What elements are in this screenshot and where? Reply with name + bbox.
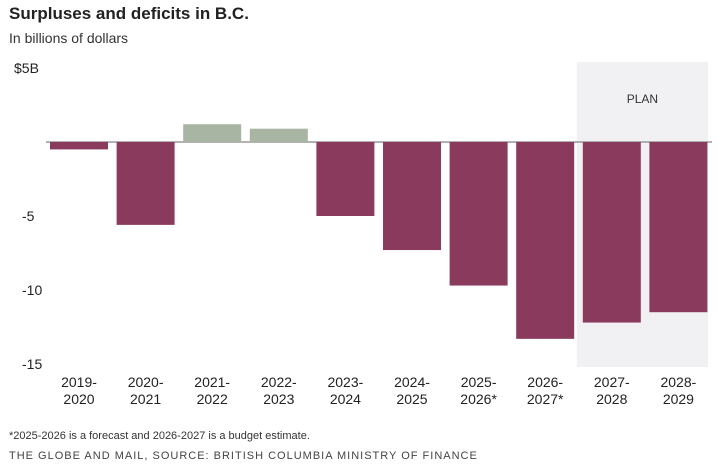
footnote: *2025-2026 is a forecast and 2026-2027 i… [9, 430, 310, 442]
y-tick-label: -10 [22, 282, 42, 298]
x-tick-label: 2023 [263, 391, 294, 407]
x-tick-label: 2023- [327, 374, 363, 390]
bar [183, 124, 242, 142]
x-tick-label: 2021 [130, 391, 161, 407]
x-tick-label: 2021- [194, 374, 230, 390]
plan-label: PLAN [627, 92, 658, 106]
x-tick-label: 2026* [460, 391, 497, 407]
x-tick-label: 2020- [128, 374, 164, 390]
y-tick-label: -15 [22, 356, 42, 372]
bar [449, 142, 508, 286]
x-tick-label: 2025 [396, 391, 427, 407]
x-tick-label: 2028 [596, 391, 627, 407]
bar [516, 142, 575, 339]
bar [116, 142, 175, 225]
x-tick-label: 2022- [261, 374, 297, 390]
x-tick-label: 2022 [197, 391, 228, 407]
chart-title: Surpluses and deficits in B.C. [9, 4, 249, 23]
x-tick-label: 2019- [61, 374, 97, 390]
bar [649, 142, 708, 313]
chart-subtitle: In billions of dollars [9, 30, 129, 46]
x-tick-label: 2020 [63, 391, 94, 407]
bar [383, 142, 441, 251]
x-tick-label: 2029 [663, 391, 694, 407]
bar [582, 142, 641, 323]
bar [316, 142, 375, 216]
bar [50, 142, 108, 150]
x-tick-label: 2024- [394, 374, 430, 390]
y-tick-label: $5B [14, 60, 39, 76]
bar [249, 128, 308, 142]
x-tick-label: 2025- [461, 374, 497, 390]
x-tick-label: 2026- [527, 374, 563, 390]
x-tick-label: 2028- [660, 374, 696, 390]
y-tick-label: -5 [22, 208, 35, 224]
x-tick-label: 2027- [594, 374, 630, 390]
x-tick-label: 2027* [527, 391, 564, 407]
x-tick-label: 2024 [330, 391, 361, 407]
source: THE GLOBE AND MAIL, SOURCE: BRITISH COLU… [9, 450, 478, 462]
